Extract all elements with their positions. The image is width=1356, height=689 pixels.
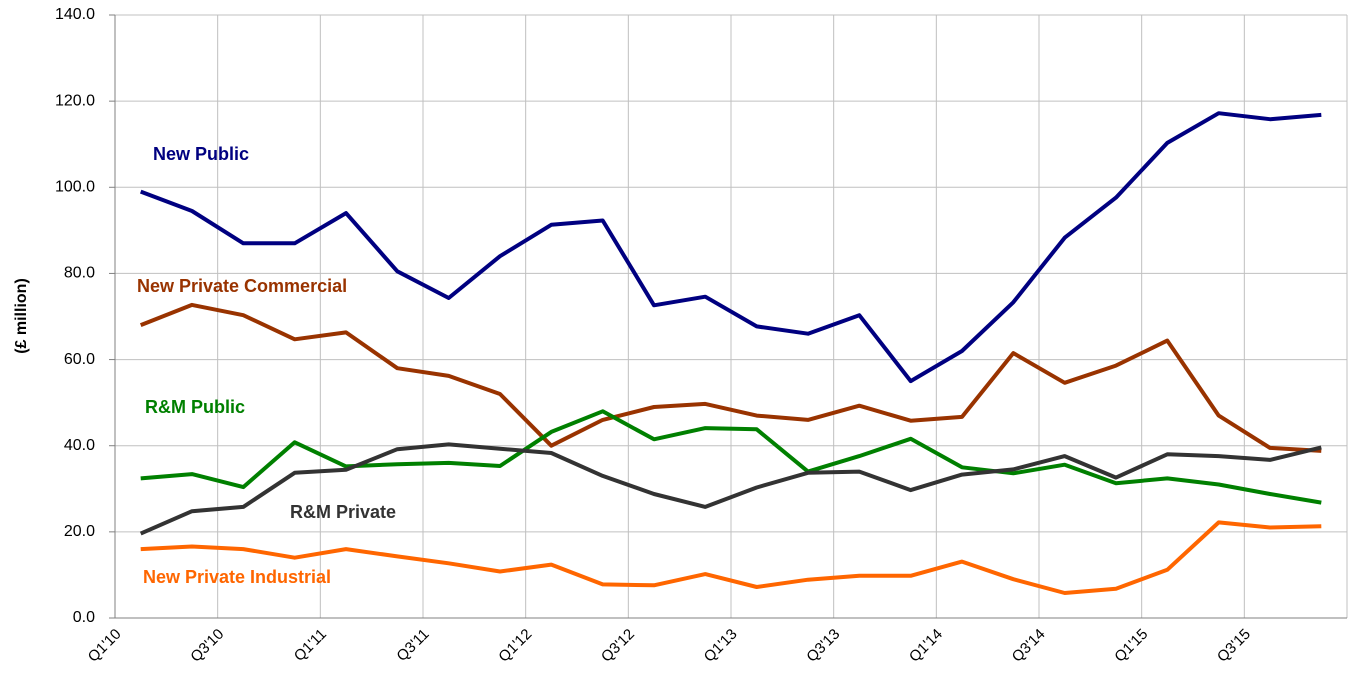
x-tick-label: Q1'14 bbox=[906, 626, 946, 666]
x-tick-label: Q1'10 bbox=[85, 626, 125, 666]
x-tick-label: Q3'12 bbox=[598, 626, 638, 666]
x-tick-label: Q1'12 bbox=[495, 626, 535, 666]
y-tick-label: 60.0 bbox=[64, 351, 95, 368]
series-label: New Private Commercial bbox=[137, 276, 347, 296]
series-line bbox=[139, 442, 1322, 536]
x-tick-label: Q3'14 bbox=[1009, 626, 1049, 666]
x-tick-label: Q1'15 bbox=[1111, 626, 1151, 666]
y-tick-label: 80.0 bbox=[64, 265, 95, 282]
y-tick-label: 40.0 bbox=[64, 437, 95, 454]
series-label: R&M Public bbox=[145, 397, 245, 417]
series-line bbox=[139, 111, 1322, 384]
x-tick-label: Q3'10 bbox=[187, 626, 227, 666]
series-line bbox=[140, 520, 1322, 595]
y-tick-label: 120.0 bbox=[55, 92, 95, 109]
x-tick-label: Q3'15 bbox=[1214, 626, 1254, 666]
series-label: New Public bbox=[153, 144, 249, 164]
x-tick-label: Q3'11 bbox=[393, 626, 432, 665]
y-tick-label: 0.0 bbox=[73, 609, 95, 626]
series-line bbox=[139, 302, 1322, 453]
x-tick-label: Q1'13 bbox=[701, 626, 741, 666]
series-label: R&M Private bbox=[290, 502, 396, 522]
x-tick-label: Q3'13 bbox=[803, 626, 843, 666]
x-tick-label: Q1'11 bbox=[291, 626, 330, 665]
y-tick-label: 20.0 bbox=[64, 523, 95, 540]
series-line bbox=[140, 409, 1322, 505]
y-axis-label: (£ million) bbox=[13, 278, 30, 354]
series-label: New Private Industrial bbox=[143, 567, 331, 587]
y-tick-label: 100.0 bbox=[55, 179, 95, 196]
y-tick-label: 140.0 bbox=[55, 6, 95, 23]
